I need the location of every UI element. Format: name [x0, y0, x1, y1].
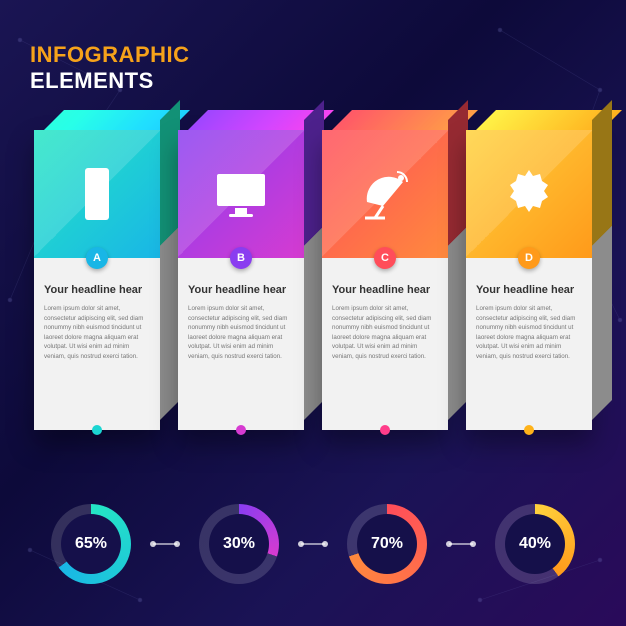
- donut-row: 65% 30% 70% 40%: [0, 504, 626, 584]
- card-3d-side: [304, 100, 324, 420]
- card-body: Lorem ipsum dolor sit amet, consectetur …: [188, 304, 294, 362]
- card-badge: A: [86, 247, 108, 269]
- card-upper: [322, 130, 448, 258]
- monitor-icon: [209, 162, 273, 226]
- card-row: A Your headline hear Lorem ipsum dolor s…: [0, 130, 626, 430]
- info-card: D Your headline hear Lorem ipsum dolor s…: [466, 130, 592, 430]
- info-card: C Your headline hear Lorem ipsum dolor s…: [322, 130, 448, 430]
- phone-icon: [65, 162, 129, 226]
- donut-label: 70%: [371, 535, 403, 553]
- card-body: Lorem ipsum dolor sit amet, consectetur …: [476, 304, 582, 362]
- card-body: Lorem ipsum dolor sit amet, consectetur …: [44, 304, 150, 362]
- card-headline: Your headline hear: [476, 284, 582, 296]
- donut-chart: 70%: [347, 504, 427, 584]
- title-line1: INFOGRAPHIC: [30, 42, 190, 68]
- donut-connector: [153, 543, 177, 545]
- card-upper: [178, 130, 304, 258]
- card-dot: [236, 425, 246, 435]
- card-badge: B: [230, 247, 252, 269]
- card-upper: [466, 130, 592, 258]
- card-badge: C: [374, 247, 396, 269]
- card-lower: B Your headline hear Lorem ipsum dolor s…: [178, 258, 304, 430]
- satellite-icon: [353, 162, 417, 226]
- donut-ring: 65%: [51, 504, 131, 584]
- donut-chart: 30%: [199, 504, 279, 584]
- donut-ring: 40%: [495, 504, 575, 584]
- donut-label: 30%: [223, 535, 255, 553]
- info-card: A Your headline hear Lorem ipsum dolor s…: [34, 130, 160, 430]
- page-title: INFOGRAPHIC ELEMENTS: [30, 42, 190, 94]
- info-card: B Your headline hear Lorem ipsum dolor s…: [178, 130, 304, 430]
- card-badge: D: [518, 247, 540, 269]
- card-3d-side: [448, 100, 468, 420]
- donut-ring: 30%: [199, 504, 279, 584]
- card-headline: Your headline hear: [188, 284, 294, 296]
- card-3d-side: [160, 100, 180, 420]
- card-dot: [92, 425, 102, 435]
- donut-chart: 65%: [51, 504, 131, 584]
- card-lower: A Your headline hear Lorem ipsum dolor s…: [34, 258, 160, 430]
- gear-icon: [497, 162, 561, 226]
- card-headline: Your headline hear: [332, 284, 438, 296]
- card-dot: [380, 425, 390, 435]
- card-lower: C Your headline hear Lorem ipsum dolor s…: [322, 258, 448, 430]
- card-3d-side: [592, 100, 612, 420]
- donut-connector: [301, 543, 325, 545]
- donut-connector: [449, 543, 473, 545]
- card-body: Lorem ipsum dolor sit amet, consectetur …: [332, 304, 438, 362]
- card-headline: Your headline hear: [44, 284, 150, 296]
- card-lower: D Your headline hear Lorem ipsum dolor s…: [466, 258, 592, 430]
- title-line2: ELEMENTS: [30, 68, 190, 94]
- donut-label: 40%: [519, 535, 551, 553]
- donut-label: 65%: [75, 535, 107, 553]
- donut-chart: 40%: [495, 504, 575, 584]
- donut-ring: 70%: [347, 504, 427, 584]
- card-upper: [34, 130, 160, 258]
- card-dot: [524, 425, 534, 435]
